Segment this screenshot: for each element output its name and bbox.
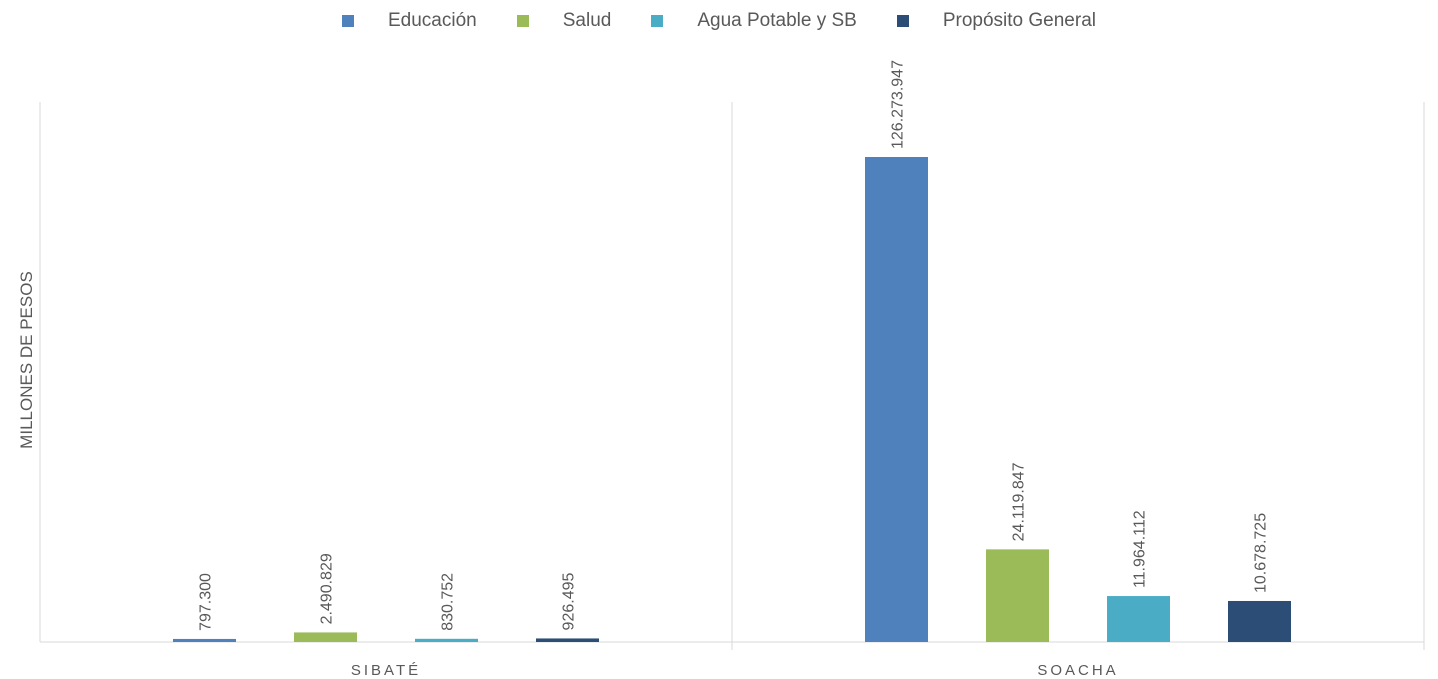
bar-sibaté-3[interactable] xyxy=(536,638,599,642)
bar-soacha-1[interactable] xyxy=(986,549,1049,642)
legend-label-agua: Agua Potable y SB xyxy=(697,10,857,31)
data-label: 797.300 xyxy=(198,573,215,631)
legend-swatch-salud xyxy=(516,15,529,27)
bar-soacha-3[interactable] xyxy=(1228,600,1291,642)
data-label: 24.119.847 xyxy=(1011,462,1028,541)
data-label: 10.678.725 xyxy=(1253,513,1270,593)
legend-swatch-proposito xyxy=(896,15,909,27)
legend-swatch-educacion xyxy=(342,15,354,27)
category-label: SOACHA xyxy=(1037,662,1118,679)
bar-sibaté-0[interactable] xyxy=(173,638,236,642)
category-label: SIBATÉ xyxy=(351,662,421,679)
legend-item-proposito[interactable]: Propósito General xyxy=(896,10,1096,32)
legend: Educación Salud Agua Potable y SB Propós… xyxy=(0,10,1438,32)
data-label: 926.495 xyxy=(561,573,578,631)
legend-label-salud: Salud xyxy=(562,10,612,31)
legend-item-agua[interactable]: Agua Potable y SB xyxy=(651,10,857,32)
legend-item-educacion[interactable]: Educación xyxy=(342,10,477,32)
legend-label-proposito: Propósito General xyxy=(942,10,1096,31)
bar-soacha-2[interactable] xyxy=(1107,596,1170,642)
data-label: 126.273.947 xyxy=(890,60,907,149)
legend-item-salud[interactable]: Salud xyxy=(516,10,612,32)
bar-sibaté-2[interactable] xyxy=(415,638,478,642)
data-label: 830.752 xyxy=(440,573,457,631)
legend-label-educacion: Educación xyxy=(388,10,477,31)
data-label: 2.490.829 xyxy=(319,553,336,624)
data-label: 11.964.112 xyxy=(1132,510,1149,588)
legend-swatch-agua xyxy=(651,15,664,27)
bar-sibaté-1[interactable] xyxy=(294,632,357,642)
bar-soacha-0[interactable] xyxy=(865,157,928,642)
